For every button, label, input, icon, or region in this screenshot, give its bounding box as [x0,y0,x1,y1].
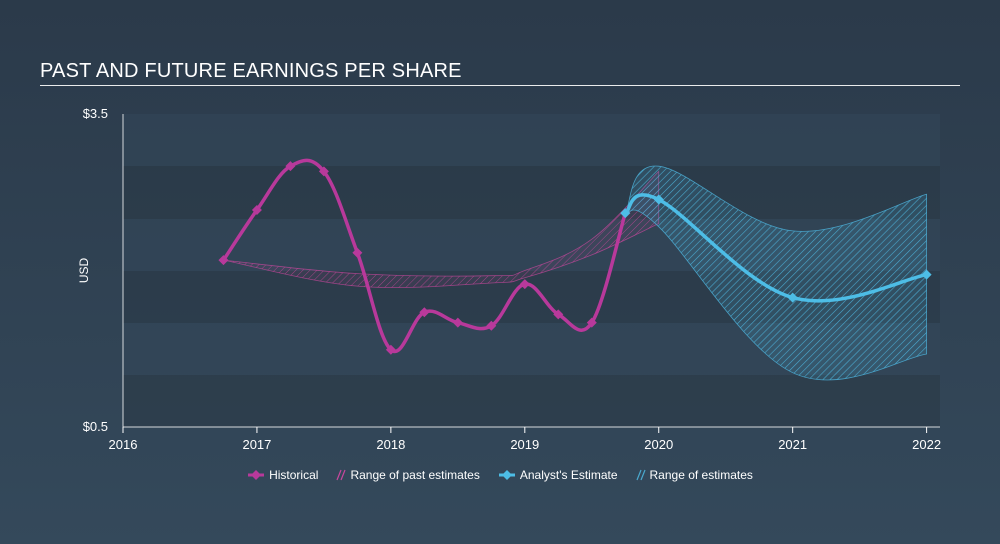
historical-point-7 [452,317,463,328]
historical-point-1 [251,204,262,215]
x-tick-label-2020: 2020 [644,437,673,452]
legend-item-1: Range of past estimates [336,468,480,482]
axes: 2016 2017 2018 2019 2020 2021 2022 $3.5 $0.5 USD [77,106,941,452]
chart-title: PAST AND FUTURE EARNINGS PER SHARE [40,60,462,82]
historical-point-11 [586,317,597,328]
y-axis-label: USD [77,258,91,284]
series-markers [218,161,932,355]
y-tick-label: $3.5 [83,106,108,121]
historical-point-2 [285,161,296,172]
historical-point-3 [318,166,329,177]
historical-point-10 [553,309,564,320]
diamond-line-icon [248,470,265,480]
estimate-point-3 [921,269,932,280]
title-divider [40,85,960,86]
background-band-0 [123,114,940,166]
historical-point-5 [385,344,396,355]
legend-label: Analyst's Estimate [519,468,618,482]
historical-point-0 [218,255,229,266]
diamond-line-icon [498,470,515,480]
y-tick-label: $0.5 [83,419,108,434]
legend-item-3: Range of estimates [635,468,753,482]
legend-item-2: Analyst's Estimate [498,468,618,482]
background-band-5 [123,375,940,427]
legend-label: Range of estimates [649,468,753,482]
x-tick-label-2018: 2018 [376,437,405,452]
estimate-point-0 [620,208,631,219]
earnings-chart: 2016 2017 2018 2019 2020 2021 2022 $3.5 $0.5 USD [77,106,941,452]
future-estimates-range-area [624,165,927,381]
estimate-point-2 [787,292,798,303]
estimate-line [623,193,929,303]
historical-point-8 [486,320,497,331]
historical-point-4 [352,247,363,258]
x-tick-label-2019: 2019 [510,437,539,452]
legend-label: Range of past estimates [350,468,480,482]
chart-legend: Historical Range of past estimates Analyst… [0,468,1000,482]
x-tick-label-2017: 2017 [242,437,271,452]
legend-label: Historical [269,468,319,482]
x-tick-label-2022: 2022 [912,437,941,452]
background-band-1 [123,166,940,219]
historical-point-9 [519,279,530,290]
hatch-icon [336,469,346,481]
x-tick-label-2016: 2016 [109,437,138,452]
x-tick-label-2021: 2021 [778,437,807,452]
legend-item-0: Historical [247,468,318,482]
estimate-point-1 [653,194,664,205]
range-areas [223,165,927,381]
hatch-icon [635,469,646,481]
historical-point-6 [419,307,430,318]
